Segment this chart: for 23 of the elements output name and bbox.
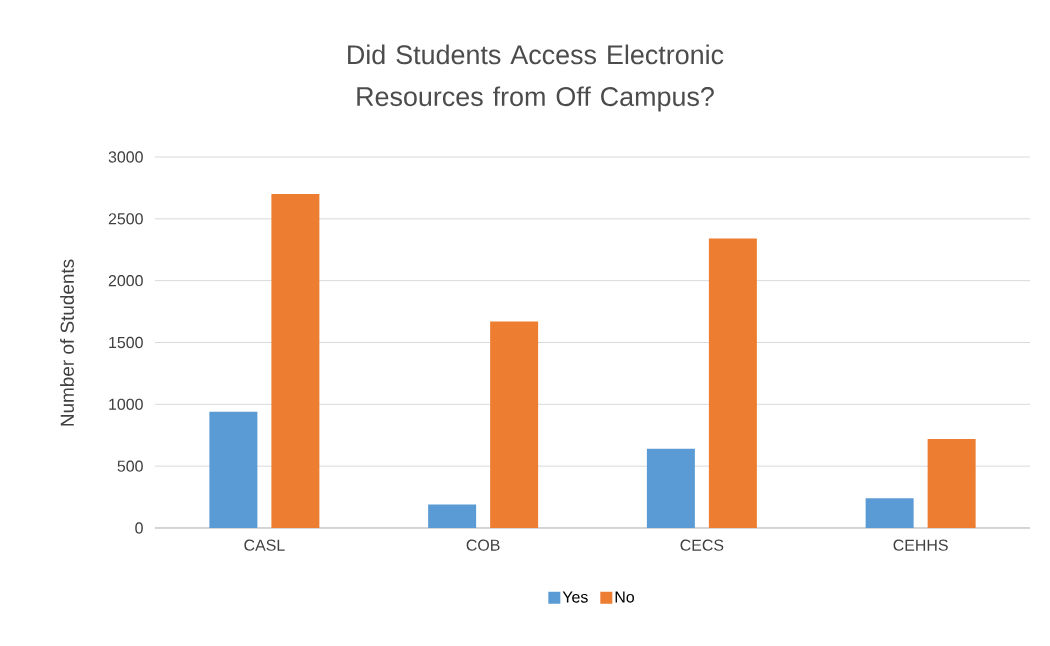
y-tick-label: 3000 xyxy=(108,151,143,163)
x-tick-label: CEHHS xyxy=(893,539,948,551)
bar xyxy=(271,194,320,528)
bar xyxy=(646,448,695,528)
y-axis-title: Number of Students xyxy=(60,259,74,426)
y-tick-label: 2500 xyxy=(108,213,143,225)
bar xyxy=(927,438,976,528)
x-tick-label: COB xyxy=(466,539,500,551)
bar xyxy=(209,411,258,528)
x-tick-label: CASL xyxy=(244,539,285,551)
bar xyxy=(428,504,477,528)
x-tick-label: CECS xyxy=(680,539,724,551)
y-tick-label: 2000 xyxy=(108,275,143,287)
bar xyxy=(708,238,757,528)
bar xyxy=(490,321,539,528)
chart-title: Did Students Access Electronic Resources from Off Campus? xyxy=(348,44,724,112)
legend-label: No xyxy=(615,591,635,603)
y-tick-label: 1500 xyxy=(109,336,143,349)
bar xyxy=(865,498,914,528)
y-tick-label: 1000 xyxy=(109,398,143,410)
y-tick-label: 500 xyxy=(117,460,143,472)
y-tick-label: 0 xyxy=(135,522,143,534)
legend-label: Yes xyxy=(562,591,588,603)
